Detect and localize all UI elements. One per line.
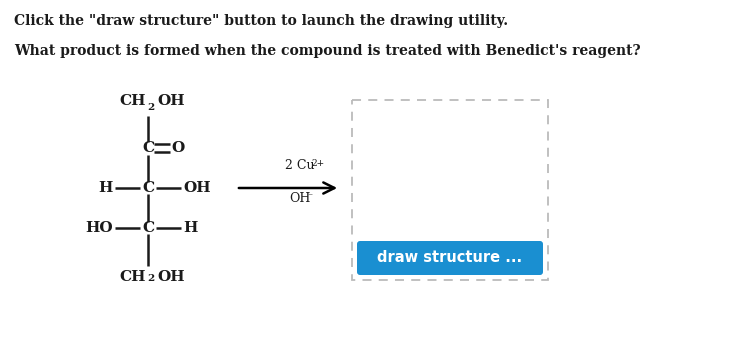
Text: HO: HO [85, 221, 113, 235]
Text: CH: CH [119, 270, 146, 284]
Text: ⁻: ⁻ [307, 192, 312, 201]
Text: OH: OH [289, 192, 310, 205]
Text: C: C [142, 221, 154, 235]
Text: 2: 2 [147, 274, 154, 283]
Text: H: H [99, 181, 113, 195]
Text: C: C [142, 181, 154, 195]
Text: C: C [142, 141, 154, 155]
FancyBboxPatch shape [357, 241, 543, 275]
Bar [352, 100, 548, 280]
Text: Click the "draw structure" button to launch the drawing utility.: Click the "draw structure" button to lau… [14, 14, 508, 28]
Text: OH: OH [157, 94, 185, 108]
Text: 2: 2 [147, 103, 154, 112]
Text: OH: OH [183, 181, 211, 195]
Text: 2+: 2+ [311, 159, 324, 168]
Text: OH: OH [157, 270, 185, 284]
Text: What product is formed when the compound is treated with Benedict's reagent?: What product is formed when the compound… [14, 44, 640, 58]
Text: 2 Cu: 2 Cu [285, 159, 315, 172]
Text: draw structure ...: draw structure ... [378, 251, 522, 265]
Text: O: O [171, 141, 185, 155]
Text: CH: CH [119, 94, 146, 108]
Text: H: H [183, 221, 197, 235]
